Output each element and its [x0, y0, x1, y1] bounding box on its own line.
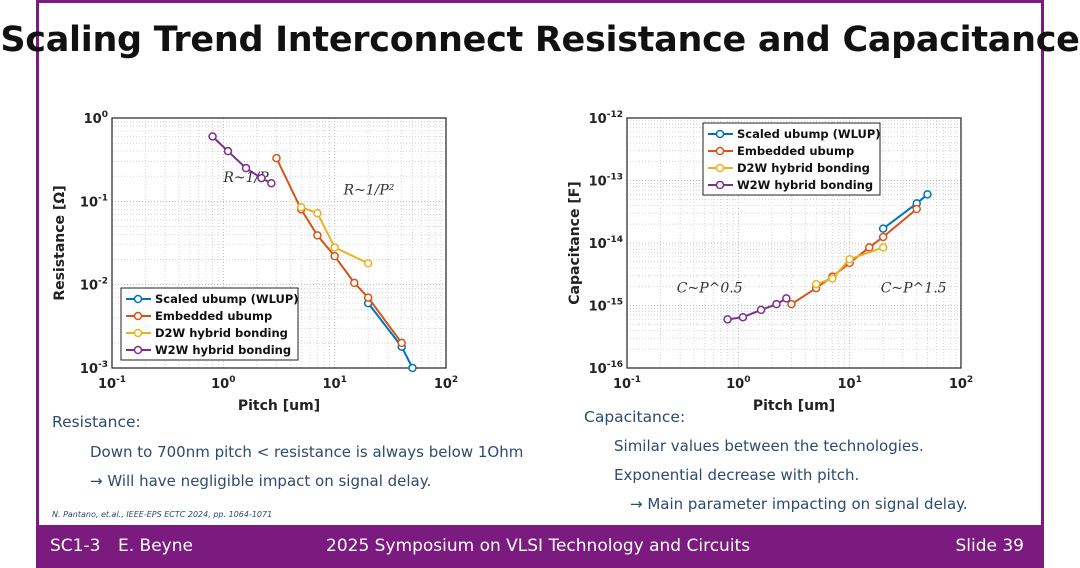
x-axis-label: Pitch [um] — [238, 398, 320, 414]
data-point — [756, 305, 766, 315]
footer-author: E. Beyne — [118, 536, 193, 556]
data-point — [782, 294, 791, 303]
data-point — [272, 153, 281, 163]
data-point — [723, 315, 732, 324]
legend-marker — [133, 345, 143, 355]
footer-session: SC1-3 — [50, 536, 101, 556]
slide-frame — [36, 0, 1044, 528]
data-point — [363, 259, 373, 268]
y-tick-label: 10-1 — [80, 193, 108, 210]
data-point — [865, 243, 874, 252]
data-point — [363, 293, 373, 302]
legend-label: Scaled ubump (WLUP) — [737, 127, 881, 141]
data-point — [350, 278, 359, 288]
data-point — [267, 178, 276, 188]
data-point — [787, 299, 796, 309]
axes-box — [626, 117, 962, 369]
y-tick-label: 10-13 — [589, 173, 623, 190]
data-point — [912, 204, 921, 214]
trend-annotation: R~1/P² — [342, 183, 394, 199]
x-tick-label: 100 — [211, 375, 235, 392]
x-tick-label: 102 — [949, 375, 973, 392]
capacitance-point: Exponential decrease with pitch. — [614, 466, 860, 484]
legend-marker — [715, 129, 725, 139]
y-tick-label: 10-16 — [589, 360, 623, 377]
data-point — [241, 163, 251, 173]
data-point — [330, 251, 339, 261]
data-point — [772, 299, 781, 309]
y-tick-label: 10-14 — [589, 235, 623, 252]
axes-box — [111, 117, 447, 369]
y-axis-label: Resistance [Ω] — [52, 185, 68, 300]
legend-marker — [133, 328, 143, 338]
data-point — [208, 132, 217, 141]
x-tick-label: 101 — [837, 375, 861, 392]
data-point — [313, 208, 322, 218]
y-axis-label: Capacitance [F] — [567, 181, 583, 304]
data-point — [923, 190, 932, 199]
legend-marker — [715, 180, 725, 190]
legend-label: Scaled ubump (WLUP) — [155, 292, 299, 306]
footer-bar: SC1-3 E. Beyne 2025 Symposium on VLSI Te… — [36, 525, 1044, 568]
y-tick-label: 10-3 — [80, 360, 108, 377]
reference-citation: N. Pantano, et.al., IEEE-EPS ECTC 2024, … — [52, 510, 273, 519]
legend-label: Embedded ubump — [737, 144, 854, 158]
x-tick-label: 100 — [726, 375, 750, 392]
x-tick-label: 101 — [322, 375, 346, 392]
series-line — [300, 206, 369, 265]
data-point — [223, 146, 233, 156]
y-tick-label: 10-2 — [80, 277, 108, 294]
legend-marker — [133, 294, 143, 304]
y-tick-label: 100 — [84, 110, 108, 127]
y-tick-label: 10-12 — [589, 110, 623, 127]
legend-label: D2W hybrid bonding — [155, 326, 288, 340]
capacitance-heading: Capacitance: — [584, 408, 686, 426]
resistance-heading: Resistance: — [52, 413, 141, 431]
data-point — [330, 243, 339, 252]
legend-label: D2W hybrid bonding — [737, 161, 870, 175]
footer-event: 2025 Symposium on VLSI Technology and Ci… — [326, 536, 751, 556]
legend-marker — [133, 311, 143, 321]
data-point — [257, 173, 266, 183]
x-tick-label: 102 — [434, 375, 458, 392]
trend-annotation: C~P^1.5 — [881, 281, 947, 297]
data-point — [878, 243, 888, 252]
legend-label: W2W hybrid bonding — [155, 343, 291, 357]
data-point — [828, 274, 837, 283]
x-axis-label: Pitch [um] — [753, 398, 835, 414]
data-point — [397, 338, 406, 348]
x-tick-label: 10-1 — [98, 375, 126, 392]
footer-slide-number: Slide 39 — [955, 536, 1024, 556]
y-tick-label: 10-15 — [589, 298, 623, 315]
data-point — [845, 254, 854, 264]
legend-marker — [715, 163, 725, 173]
trend-annotation: R~1/P — [222, 170, 269, 186]
capacitance-point: → Main parameter impacting on signal del… — [630, 495, 968, 513]
x-tick-label: 10-1 — [613, 375, 641, 392]
data-point — [738, 312, 748, 322]
series-line — [815, 246, 884, 286]
data-point — [408, 363, 417, 373]
capacitance-point: Similar values between the technologies. — [614, 437, 924, 455]
data-point — [878, 224, 888, 233]
capacitance-chart: 10-1 100 101 102 10-16 10-15 10-14 10-13 10-12 Pi… — [567, 110, 973, 414]
data-point — [878, 232, 888, 242]
trend-annotation: C~P^0.5 — [677, 281, 743, 297]
data-point — [296, 202, 306, 212]
legend-marker — [715, 146, 725, 156]
slide-title: Scaling Trend Interconnect Resistance an… — [0, 20, 1080, 60]
data-point — [811, 279, 821, 289]
legend-label: Embedded ubump — [155, 309, 272, 323]
resistance-point: Down to 700nm pitch < resistance is alwa… — [90, 443, 524, 461]
legend-label: W2W hybrid bonding — [737, 178, 873, 192]
resistance-point: → Will have negligible impact on signal … — [90, 472, 432, 490]
data-point — [313, 231, 322, 240]
